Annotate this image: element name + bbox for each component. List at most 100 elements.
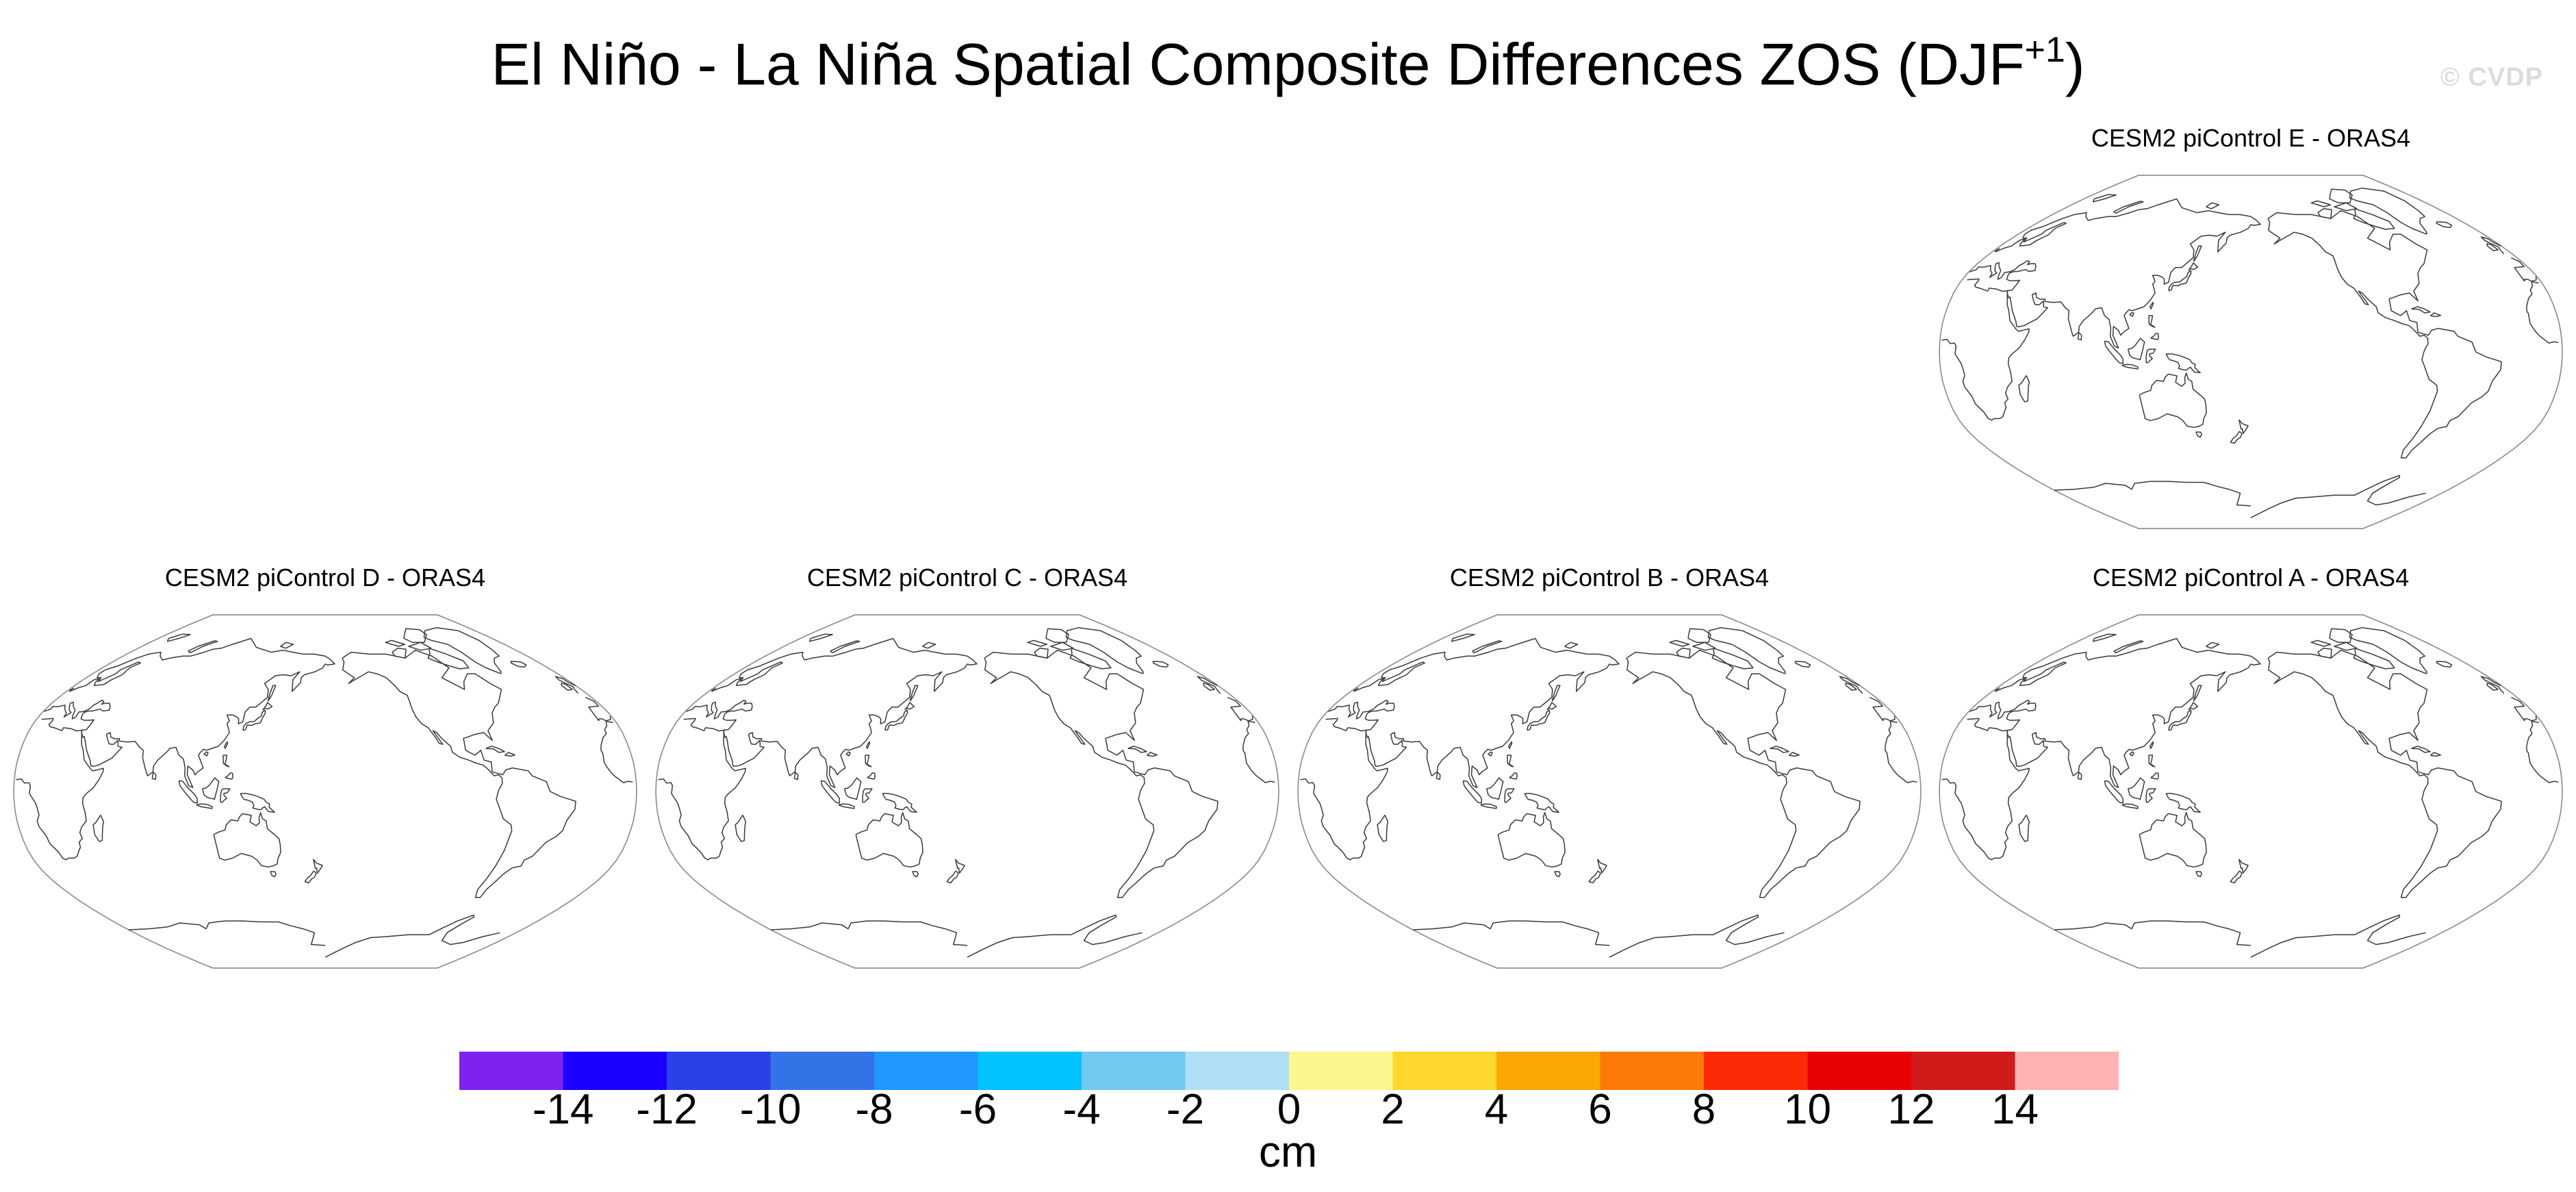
coastline — [1770, 746, 1789, 753]
coastline — [1711, 648, 1754, 670]
colorbar-tick-label: -14 — [533, 1086, 594, 1127]
coastline — [2077, 772, 2082, 780]
coastline — [967, 655, 978, 665]
coastline — [1626, 649, 1861, 898]
coastline — [2334, 642, 2358, 651]
coastline — [711, 637, 1242, 722]
panel-title: CESM2 piControl C - ORAS4 — [806, 563, 1128, 592]
coastline — [862, 788, 873, 803]
coastline — [2230, 431, 2243, 444]
coastline — [2430, 752, 2441, 757]
coastline — [2188, 262, 2199, 271]
coastline — [1300, 718, 1917, 861]
figure-title-suffix: ) — [2065, 31, 2085, 98]
colorbar-swatch — [563, 1052, 667, 1090]
coastline — [1485, 777, 1504, 800]
coastline — [1507, 754, 1514, 768]
coastline — [423, 627, 502, 674]
coastline — [2329, 628, 2353, 644]
coastline — [2148, 315, 2156, 328]
map-panel-a: CESM2 piControl A - ORAS4 — [1934, 561, 2568, 1006]
coastline — [1065, 627, 1144, 674]
coastline — [2168, 709, 2192, 731]
colorbar-swatch — [1392, 1052, 1497, 1090]
coastline — [2188, 702, 2199, 711]
coastline — [2104, 780, 2124, 804]
coastline — [2139, 812, 2207, 868]
coastline — [1472, 640, 1503, 654]
coastline — [2054, 914, 2426, 958]
colorbar-swatch — [770, 1052, 875, 1090]
colorbar-tick-label: -10 — [740, 1086, 802, 1127]
coastline — [203, 751, 209, 757]
coastline — [1676, 648, 1691, 659]
coastline — [2018, 815, 2030, 842]
coastline — [1069, 648, 1112, 670]
coastline — [2092, 194, 2117, 203]
figure-title-text: El Niño - La Niña Spatial Composite Diff… — [491, 31, 2025, 98]
colorbar-tick-label: 2 — [1381, 1086, 1404, 1127]
coastline — [1203, 683, 1215, 691]
coastline — [1527, 709, 1551, 731]
coastline — [984, 649, 1219, 898]
coastline — [262, 702, 273, 711]
cvdp-watermark: © CVDP — [2440, 63, 2543, 92]
coastline — [2349, 188, 2427, 235]
coastline — [2145, 788, 2156, 803]
coastline — [408, 642, 432, 651]
coastline — [2436, 221, 2453, 229]
coastline — [2168, 270, 2192, 292]
coastline — [16, 718, 633, 861]
coastline — [2092, 633, 2117, 642]
coastline — [2139, 372, 2207, 429]
coastline — [1564, 642, 1579, 649]
map-boundary — [1939, 614, 2563, 969]
coastline — [2148, 754, 2156, 768]
coastline — [1436, 772, 1441, 780]
coastline — [2250, 655, 2261, 665]
coastline — [1969, 224, 2537, 349]
coastline — [213, 812, 281, 868]
coastline — [735, 815, 747, 842]
coastline — [1462, 780, 1483, 804]
coastline — [324, 655, 335, 665]
colorbar-tick-label: -4 — [1062, 1086, 1100, 1127]
coastline — [838, 803, 855, 809]
coastline — [2165, 353, 2201, 374]
coastline — [2353, 648, 2395, 670]
colorbar-tick-label: 10 — [1784, 1086, 1831, 1127]
colorbar-tick-label: 14 — [1991, 1086, 2039, 1127]
coastline — [1497, 812, 1566, 868]
map-boundary — [1297, 614, 1922, 969]
coastline — [820, 780, 841, 804]
panel-title: CESM2 piControl B - ORAS4 — [1449, 563, 1770, 592]
coastlines — [1941, 627, 2559, 958]
coastline — [2310, 200, 2332, 207]
world-map — [1939, 175, 2563, 529]
figure-title-superscript: +1 — [2024, 30, 2065, 70]
colorbar-tick-label: 0 — [1277, 1086, 1301, 1127]
coastline — [2353, 208, 2395, 230]
coastline — [2334, 202, 2358, 212]
coastline — [69, 637, 600, 722]
colorbar-tick-label: -2 — [1166, 1086, 1204, 1127]
world-map — [13, 614, 637, 969]
coastline — [504, 752, 515, 757]
coastline — [44, 663, 611, 789]
coastline — [267, 685, 277, 702]
coastline — [2149, 301, 2154, 309]
coastline — [2145, 348, 2156, 364]
coastline — [485, 746, 505, 753]
coastline — [2150, 333, 2159, 340]
coastline — [1328, 663, 1896, 789]
world-map — [1939, 614, 2563, 969]
colorbar-swatch — [874, 1052, 979, 1090]
coastline — [1687, 628, 1711, 644]
coastline — [1451, 633, 1475, 642]
coastline — [196, 803, 213, 809]
coastline — [2206, 202, 2220, 210]
coastline — [2430, 312, 2441, 318]
coastline — [686, 663, 1253, 789]
coastline — [2206, 642, 2220, 649]
coastline — [1941, 718, 2559, 861]
